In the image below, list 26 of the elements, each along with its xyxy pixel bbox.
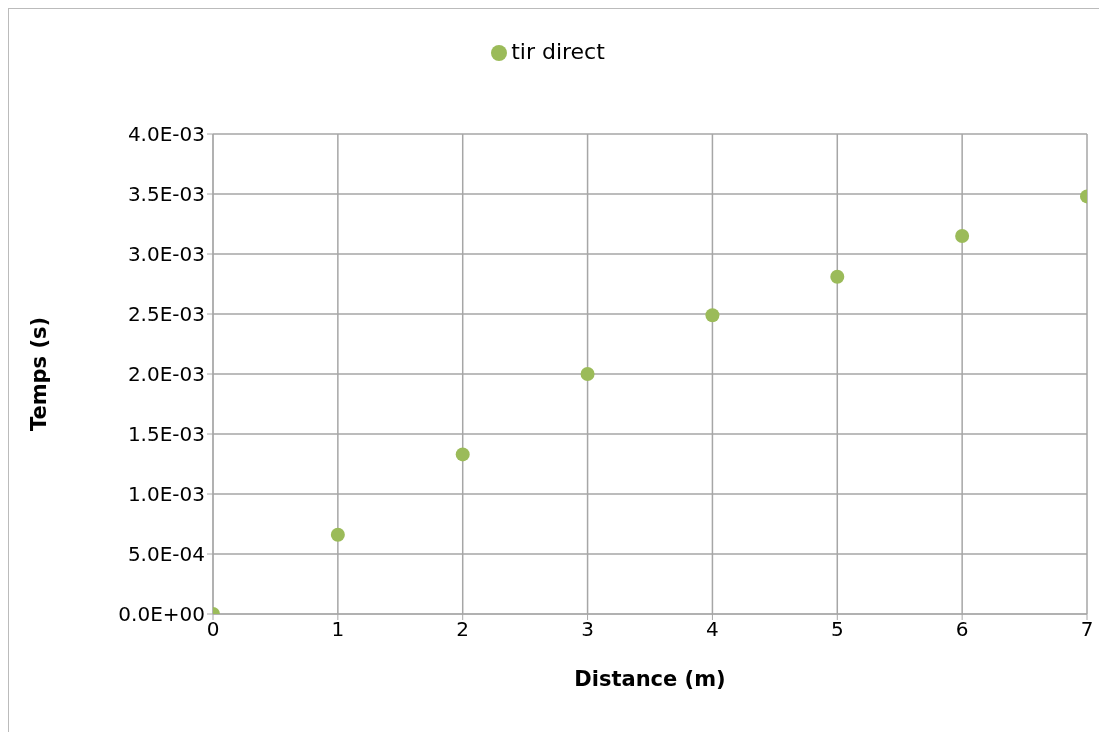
x-axis-title: Distance (m) <box>574 667 726 691</box>
point <box>705 308 720 323</box>
y-tick-label: 1.0E-03 <box>127 482 205 507</box>
y-tick-label: 5.0E-04 <box>127 542 205 567</box>
point <box>830 269 845 284</box>
y-tick-label: 1.5E-03 <box>127 422 205 447</box>
y-axis-title: Temps (s) <box>27 316 52 432</box>
point <box>955 229 970 243</box>
x-tick-label: 0 <box>206 617 220 642</box>
x-tick-label: 3 <box>581 617 594 642</box>
x-tick-label: 4 <box>706 617 719 642</box>
x-tick-label: 1 <box>331 617 345 642</box>
point <box>455 447 470 462</box>
point <box>330 527 345 542</box>
y-tick-label: 2.0E-03 <box>127 362 205 387</box>
x-tick-label: 2 <box>456 617 470 642</box>
x-tick-label: 5 <box>830 617 844 642</box>
y-tick-label: 0.0E+00 <box>118 602 205 627</box>
y-tick-label: 2.5E-03 <box>127 302 205 327</box>
point <box>580 367 595 381</box>
y-tick-label: 4.0E-03 <box>127 122 205 147</box>
y-tick-label: 3.0E-03 <box>127 242 205 267</box>
x-tick-label: 6 <box>955 617 969 642</box>
legend-label: tir direct <box>511 39 605 64</box>
x-tick-label: 7 <box>1080 617 1094 642</box>
y-tick-label: 3.5E-03 <box>127 182 205 207</box>
